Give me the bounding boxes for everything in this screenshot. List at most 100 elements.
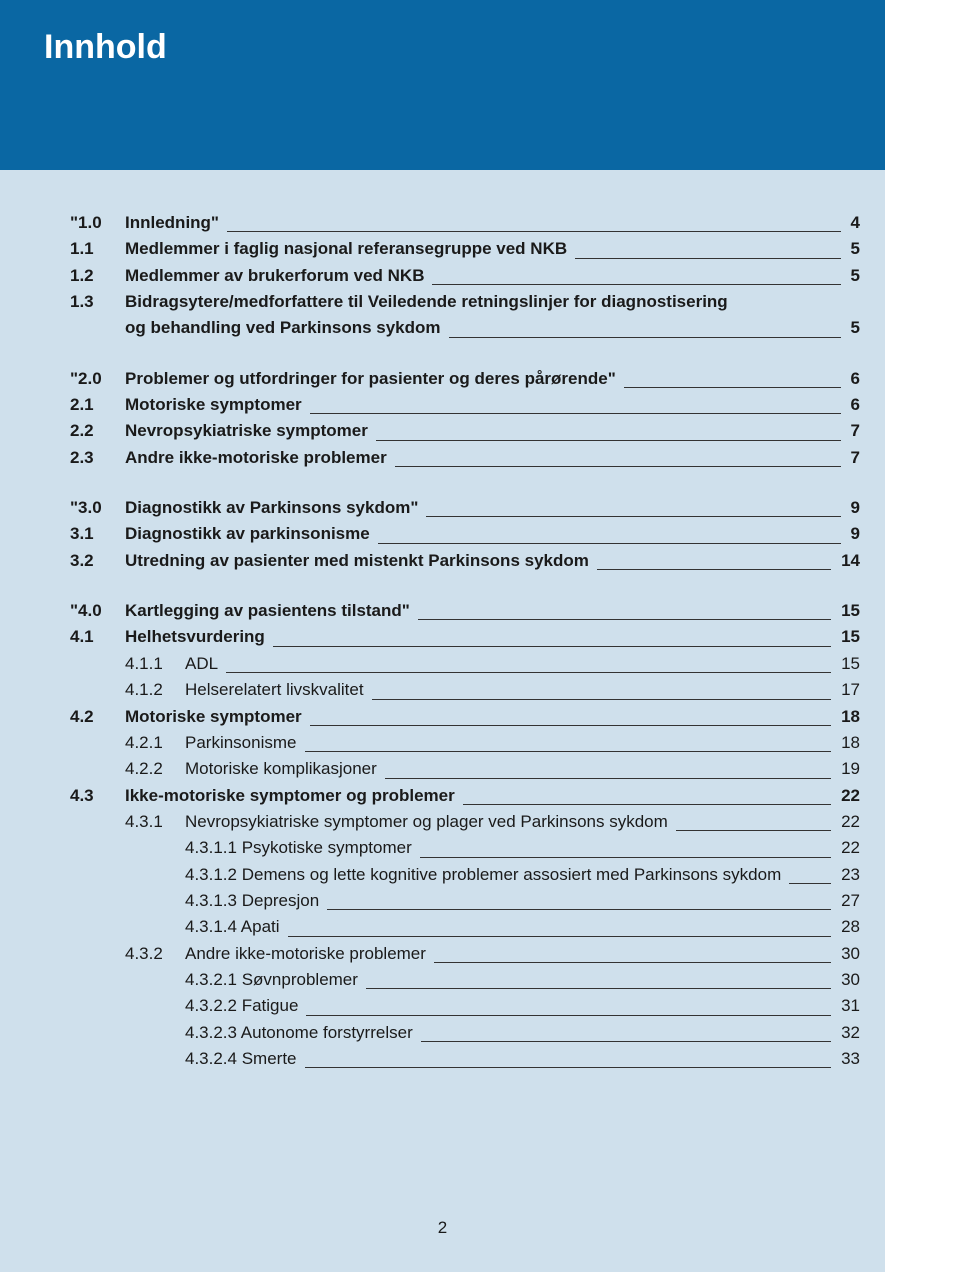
toc-number: 2.2 — [70, 418, 125, 444]
toc-label: og behandling ved Parkinsons sykdom — [70, 315, 445, 341]
toc-row: 2.3Andre ikke-motoriske problemer7 — [70, 445, 860, 471]
toc-row: og behandling ved Parkinsons sykdom5 — [70, 315, 860, 341]
toc-page: 28 — [837, 914, 860, 940]
toc-leader — [310, 725, 831, 726]
toc-leader — [305, 751, 832, 752]
toc-row: 4.1Helhetsvurdering15 — [70, 624, 860, 650]
toc-leader — [676, 830, 831, 831]
toc-page: 33 — [837, 1046, 860, 1072]
toc-label: 4.3.2.4 Smerte — [185, 1046, 301, 1072]
toc-group: "2.0Problemer og utfordringer for pasien… — [70, 366, 860, 471]
toc-page: 17 — [837, 677, 860, 703]
right-margin-strip — [885, 0, 960, 1272]
toc-row: 3.1Diagnostikk av parkinsonisme9 — [70, 521, 860, 547]
toc-leader — [376, 440, 841, 441]
toc-label: Medlemmer i faglig nasjonal referansegru… — [125, 236, 571, 262]
toc-page: 15 — [837, 651, 860, 677]
toc-label: ADL — [185, 651, 222, 677]
toc-number: 4.2.1 — [70, 730, 185, 756]
toc-page: 31 — [837, 993, 860, 1019]
toc-label: Nevropsykiatriske symptomer og plager ve… — [185, 809, 672, 835]
toc-leader — [789, 883, 831, 884]
toc-label: Helserelatert livskvalitet — [185, 677, 368, 703]
toc-leader — [306, 1015, 831, 1016]
toc-label: 4.3.1.2 Demens og lette kognitive proble… — [185, 862, 785, 888]
toc-number: 4.1.2 — [70, 677, 185, 703]
toc-row: 4.1.1ADL 15 — [70, 651, 860, 677]
toc-leader — [385, 778, 831, 779]
toc-row: "4.0Kartlegging av pasientens tilstand"1… — [70, 598, 860, 624]
toc-label: 4.3.2.3 Autonome forstyrrelser — [185, 1020, 417, 1046]
toc-leader — [372, 699, 832, 700]
toc-page: 18 — [837, 730, 860, 756]
toc-row: 4.3.1.4 Apati 28 — [70, 914, 860, 940]
toc-leader — [288, 936, 832, 937]
toc-row: 4.3.2.4 Smerte 33 — [70, 1046, 860, 1072]
toc-label: 4.3.1.4 Apati — [185, 914, 284, 940]
toc-number: 4.1.1 — [70, 651, 185, 677]
toc-page: 6 — [847, 366, 860, 392]
toc-row: 4.3.1.3 Depresjon27 — [70, 888, 860, 914]
toc-page: 22 — [837, 783, 860, 809]
toc-leader — [449, 337, 841, 338]
toc-page: 19 — [837, 756, 860, 782]
toc-row: 4.2.1Parkinsonisme18 — [70, 730, 860, 756]
toc-leader — [432, 284, 840, 285]
toc-number: 4.3.1 — [70, 809, 185, 835]
toc-page: 5 — [847, 263, 860, 289]
toc-leader — [426, 516, 840, 517]
toc-number: 2.1 — [70, 392, 125, 418]
toc-row: 2.1Motoriske symptomer6 — [70, 392, 860, 418]
toc-page: 23 — [837, 862, 860, 888]
toc-group: "4.0Kartlegging av pasientens tilstand"1… — [70, 598, 860, 1072]
toc-number: "2.0 — [70, 366, 125, 392]
toc-label: Diagnostikk av Parkinsons sykdom" — [125, 495, 422, 521]
toc-row: 4.1.2Helserelatert livskvalitet 17 — [70, 677, 860, 703]
toc-label: Nevropsykiatriske symptomer — [125, 418, 372, 444]
toc-leader — [227, 231, 841, 232]
toc-row: 4.3Ikke-motoriske symptomer og problemer… — [70, 783, 860, 809]
toc-page: 15 — [837, 598, 860, 624]
toc-page: 30 — [837, 941, 860, 967]
toc-page: 7 — [847, 418, 860, 444]
toc-row: 4.3.1Nevropsykiatriske symptomer og plag… — [70, 809, 860, 835]
toc-leader — [366, 988, 831, 989]
toc-row: 4.3.1.2 Demens og lette kognitive proble… — [70, 862, 860, 888]
toc-page: 14 — [837, 548, 860, 574]
toc-number: 4.2 — [70, 704, 125, 730]
toc-number: "1.0 — [70, 210, 125, 236]
toc-row: 4.3.2.3 Autonome forstyrrelser32 — [70, 1020, 860, 1046]
toc-number: 1.3 — [70, 289, 125, 315]
toc-number: 1.1 — [70, 236, 125, 262]
toc-number: 2.3 — [70, 445, 125, 471]
toc-page: 30 — [837, 967, 860, 993]
toc-label: Utredning av pasienter med mistenkt Park… — [125, 548, 593, 574]
toc-row: 4.3.1.1 Psykotiske symptomer 22 — [70, 835, 860, 861]
toc-leader — [575, 258, 840, 259]
toc-label: Ikke-motoriske symptomer og problemer — [125, 783, 459, 809]
toc-leader — [310, 413, 841, 414]
toc-label: Innledning" — [125, 210, 223, 236]
toc-page: 22 — [837, 809, 860, 835]
toc-label: 4.3.1.1 Psykotiske symptomer — [185, 835, 416, 861]
header-block: Innhold — [0, 0, 885, 170]
toc-leader — [395, 466, 841, 467]
toc-row: "2.0Problemer og utfordringer for pasien… — [70, 366, 860, 392]
toc-leader — [305, 1067, 832, 1068]
toc-number: 3.1 — [70, 521, 125, 547]
toc-leader — [378, 543, 841, 544]
toc-page: 6 — [847, 392, 860, 418]
toc-label: 4.3.2.2 Fatigue — [185, 993, 302, 1019]
toc-label: Diagnostikk av parkinsonisme — [125, 521, 374, 547]
page-number: 2 — [0, 1218, 885, 1238]
toc-leader — [597, 569, 831, 570]
toc-leader — [624, 387, 841, 388]
toc-page: 7 — [847, 445, 860, 471]
toc-number: 3.2 — [70, 548, 125, 574]
toc-page: 5 — [847, 236, 860, 262]
toc-row: 3.2Utredning av pasienter med mistenkt P… — [70, 548, 860, 574]
toc-page: 22 — [837, 835, 860, 861]
toc-label: Andre ikke-motoriske problemer — [185, 941, 430, 967]
toc-page: 15 — [837, 624, 860, 650]
toc-leader — [273, 646, 831, 647]
